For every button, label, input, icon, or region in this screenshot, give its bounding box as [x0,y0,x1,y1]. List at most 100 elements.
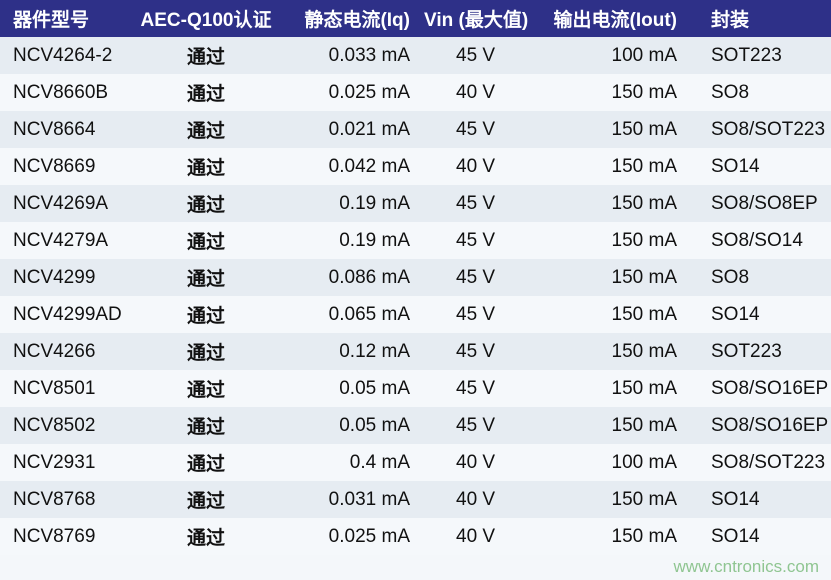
cell-vin-max: 40 V [416,74,541,111]
table-row: NCV4269A 通过 0.19 mA 45 V 150 mA SO8/SO8EP [0,185,831,222]
cell-package: SO8 [681,74,831,111]
cell-output-current: 150 mA [541,185,681,222]
cell-aec-q100: 通过 [131,185,281,222]
cell-part-number: NCV8664 [0,111,131,148]
header-quiescent-current: 静态电流(Iq) [281,0,416,37]
cell-quiescent-current: 0.086 mA [281,259,416,296]
cell-quiescent-current: 0.042 mA [281,148,416,185]
cell-aec-q100: 通过 [131,296,281,333]
table-row: NCV8769 通过 0.025 mA 40 V 150 mA SO14 [0,518,831,555]
cell-aec-q100: 通过 [131,222,281,259]
cell-vin-max: 45 V [416,296,541,333]
cell-part-number: NCV4269A [0,185,131,222]
cell-quiescent-current: 0.05 mA [281,370,416,407]
cell-package: SO14 [681,518,831,555]
cell-package: SO8/SO14 [681,222,831,259]
cell-aec-q100: 通过 [131,111,281,148]
cell-part-number: NCV4299AD [0,296,131,333]
cell-output-current: 150 mA [541,370,681,407]
cell-package: SO8/SOT223 [681,111,831,148]
cell-quiescent-current: 0.021 mA [281,111,416,148]
cell-vin-max: 40 V [416,148,541,185]
cell-vin-max: 40 V [416,481,541,518]
cell-package: SO8/SOT223 [681,444,831,481]
cell-aec-q100: 通过 [131,518,281,555]
table-row: NCV8501 通过 0.05 mA 45 V 150 mA SO8/SO16EP [0,370,831,407]
cell-package: SO8/SO16EP [681,370,831,407]
cell-quiescent-current: 0.033 mA [281,37,416,74]
cell-output-current: 150 mA [541,518,681,555]
cell-part-number: NCV4264-2 [0,37,131,74]
cell-part-number: NCV8502 [0,407,131,444]
cell-quiescent-current: 0.19 mA [281,185,416,222]
header-vin-max: Vin (最大值) [416,0,541,37]
cell-part-number: NCV8660B [0,74,131,111]
ldo-comparison-table: 器件型号 AEC-Q100认证 静态电流(Iq) Vin (最大值) 输出电流(Iout… [0,0,831,555]
table-row: NCV4299 通过 0.086 mA 45 V 150 mA SO8 [0,259,831,296]
cell-quiescent-current: 0.065 mA [281,296,416,333]
header-output-current: 输出电流(Iout) [541,0,681,37]
cell-package: SO14 [681,296,831,333]
cell-output-current: 150 mA [541,74,681,111]
cell-aec-q100: 通过 [131,333,281,370]
cell-vin-max: 45 V [416,111,541,148]
cell-vin-max: 45 V [416,259,541,296]
cell-package: SOT223 [681,333,831,370]
cell-vin-max: 45 V [416,333,541,370]
cell-output-current: 150 mA [541,259,681,296]
header-part-number: 器件型号 [0,0,131,37]
cell-output-current: 100 mA [541,444,681,481]
cell-output-current: 150 mA [541,222,681,259]
cell-package: SOT223 [681,37,831,74]
cell-vin-max: 45 V [416,185,541,222]
table-row: NCV8768 通过 0.031 mA 40 V 150 mA SO14 [0,481,831,518]
table-row: NCV4299AD 通过 0.065 mA 45 V 150 mA SO14 [0,296,831,333]
cell-output-current: 150 mA [541,148,681,185]
cell-package: SO8/SO8EP [681,185,831,222]
cell-aec-q100: 通过 [131,370,281,407]
cell-package: SO8/SO16EP [681,407,831,444]
cell-output-current: 150 mA [541,333,681,370]
cell-package: SO14 [681,481,831,518]
cell-vin-max: 40 V [416,444,541,481]
cell-part-number: NCV4279A [0,222,131,259]
cell-quiescent-current: 0.031 mA [281,481,416,518]
cell-output-current: 100 mA [541,37,681,74]
watermark: www.cntronics.com [673,557,819,576]
cell-vin-max: 45 V [416,37,541,74]
cell-part-number: NCV8669 [0,148,131,185]
cell-aec-q100: 通过 [131,407,281,444]
table-row: NCV4266 通过 0.12 mA 45 V 150 mA SOT223 [0,333,831,370]
cell-part-number: NCV2931 [0,444,131,481]
cell-vin-max: 45 V [416,407,541,444]
table-row: NCV4279A 通过 0.19 mA 45 V 150 mA SO8/SO14 [0,222,831,259]
cell-aec-q100: 通过 [131,74,281,111]
cell-aec-q100: 通过 [131,481,281,518]
cell-aec-q100: 通过 [131,444,281,481]
cell-quiescent-current: 0.025 mA [281,518,416,555]
cell-part-number: NCV4299 [0,259,131,296]
cell-output-current: 150 mA [541,407,681,444]
cell-quiescent-current: 0.05 mA [281,407,416,444]
cell-quiescent-current: 0.025 mA [281,74,416,111]
cell-quiescent-current: 0.12 mA [281,333,416,370]
cell-aec-q100: 通过 [131,37,281,74]
header-row: 器件型号 AEC-Q100认证 静态电流(Iq) Vin (最大值) 输出电流(Iout… [0,0,831,37]
cell-package: SO14 [681,148,831,185]
cell-vin-max: 45 V [416,370,541,407]
table-row: NCV8669 通过 0.042 mA 40 V 150 mA SO14 [0,148,831,185]
table-row: NCV8660B 通过 0.025 mA 40 V 150 mA SO8 [0,74,831,111]
cell-output-current: 150 mA [541,111,681,148]
cell-output-current: 150 mA [541,481,681,518]
table-row: NCV4264-2 通过 0.033 mA 45 V 100 mA SOT223 [0,37,831,74]
table-row: NCV8502 通过 0.05 mA 45 V 150 mA SO8/SO16EP [0,407,831,444]
header-package: 封装 [681,0,831,37]
table-row: NCV2931 通过 0.4 mA 40 V 100 mA SO8/SOT223 [0,444,831,481]
cell-quiescent-current: 0.4 mA [281,444,416,481]
cell-output-current: 150 mA [541,296,681,333]
cell-package: SO8 [681,259,831,296]
cell-vin-max: 40 V [416,518,541,555]
cell-quiescent-current: 0.19 mA [281,222,416,259]
cell-part-number: NCV8768 [0,481,131,518]
cell-aec-q100: 通过 [131,259,281,296]
